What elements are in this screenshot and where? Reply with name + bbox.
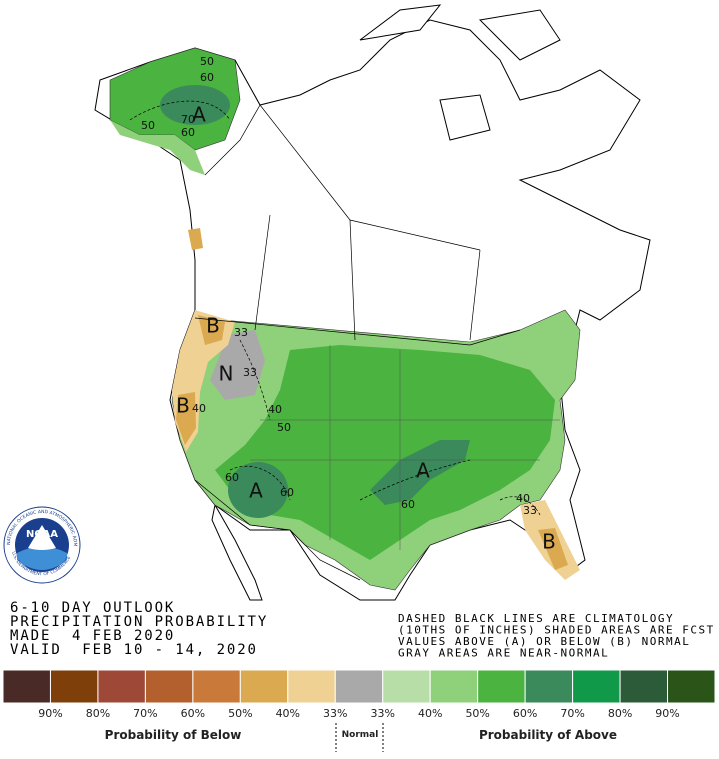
map-label: B [206, 314, 220, 338]
legend-label: 60% [181, 707, 205, 720]
legend: Probability of Below Normal Probability … [2, 669, 716, 752]
legend-swatch [334, 669, 384, 704]
svg-text:NATIONAL OCEANIC AND ATMOSPHER: NATIONAL OCEANIC AND ATMOSPHERIC ADMINIS… [0, 0, 78, 547]
map-label: A [249, 479, 263, 503]
contour-label: 33 [234, 326, 248, 339]
tennessee-above-60 [370, 440, 470, 505]
contour-label: 50 [200, 55, 214, 68]
legend-above: Probability of Above [479, 728, 617, 742]
baja [211, 503, 263, 601]
legend-label: 90% [38, 707, 62, 720]
contour-label: 40 [516, 492, 530, 505]
contour-label: 33 [523, 504, 537, 517]
legend-swatch [239, 669, 289, 704]
legend-label: 40% [276, 707, 300, 720]
map: A A A B B B N 50 60 70 50 60 33 33 40 50… [94, 4, 651, 601]
contour-label: 60 [200, 71, 214, 84]
legend-below: Probability of Below [105, 728, 242, 742]
legend-swatch [287, 669, 336, 704]
notes-text: DASHED BLACK LINES ARE CLIMATOLOGY(10THS… [398, 612, 715, 660]
legend-label: 70% [560, 707, 584, 720]
map-label: N [219, 362, 234, 386]
legend-swatch [49, 669, 99, 704]
southwest-above-60 [228, 462, 288, 518]
legend-label: 50% [465, 707, 489, 720]
noaa-logo: NATIONAL OCEANIC AND ATMOSPHERIC ADMINIS… [0, 0, 81, 584]
legend-swatch [524, 669, 574, 704]
contour-label: 50 [277, 421, 291, 434]
notes-line: DASHED BLACK LINES ARE CLIMATOLOGY [398, 612, 674, 625]
legend-label: 90% [655, 707, 679, 720]
legend-label: 70% [133, 707, 157, 720]
legend-swatch [619, 669, 669, 704]
legend-swatch [2, 669, 51, 704]
map-label: B [176, 394, 190, 418]
outlook-line: PRECIPITATION PROBABILITY [10, 614, 268, 630]
contour-label: 33 [243, 366, 257, 379]
contour-label: 60 [225, 471, 239, 484]
contour-label: 40 [192, 402, 206, 415]
climatology-contours [129, 100, 541, 516]
outlook-line: MADE 4 FEB 2020 [10, 628, 175, 644]
map-label: B [542, 530, 556, 554]
islands [359, 4, 561, 141]
oregon-coast-below [188, 228, 203, 250]
legend-swatch [192, 669, 241, 704]
contour-label: 50 [141, 119, 155, 132]
contour-label: 40 [268, 403, 282, 416]
legend-swatch [572, 669, 621, 704]
logo-name: NOAA [26, 529, 58, 540]
contour-label: 70 [181, 113, 195, 126]
borders [194, 59, 560, 581]
logo-ring-top: NATIONAL OCEANIC AND ATMOSPHERIC ADMINIS… [0, 0, 78, 547]
notes-line: VALUES ABOVE (A) OR BELOW (B) NORMAL [398, 635, 690, 648]
contour-label: 60 [401, 498, 415, 511]
map-label: A [192, 103, 206, 127]
florida-below-40 [538, 528, 568, 570]
legend-swatch [667, 669, 716, 704]
legend-label: 80% [86, 707, 110, 720]
notes-line: (10THS OF INCHES) SHADED AREAS ARE FCST [398, 624, 715, 637]
west-coast-below-40 [176, 315, 225, 445]
legend-label: 40% [418, 707, 442, 720]
legend-label: 80% [608, 707, 632, 720]
legend-label: 50% [228, 707, 252, 720]
legend-swatch [429, 669, 479, 704]
outlook-line: 6-10 DAY OUTLOOK [10, 600, 175, 616]
us-above-50 [215, 345, 555, 560]
legend-normal: Normal [342, 730, 379, 740]
legend-swatch [144, 669, 194, 704]
legend-swatch [97, 669, 146, 704]
legend-label: 60% [513, 707, 537, 720]
contour-label: 60 [181, 126, 195, 139]
outlook-line: VALID FEB 10 - 14, 2020 [10, 642, 258, 658]
alaska-above-core [160, 85, 230, 125]
contour-label: 60 [280, 486, 294, 499]
legend-label: 33% [371, 707, 395, 720]
notes-line: GRAY AREAS ARE NEAR-NORMAL [398, 647, 609, 660]
legend-swatch [382, 669, 431, 704]
alaska-above-light [110, 120, 205, 175]
legend-swatch [477, 669, 526, 704]
map-label: A [416, 459, 430, 483]
legend-label: 33% [323, 707, 347, 720]
